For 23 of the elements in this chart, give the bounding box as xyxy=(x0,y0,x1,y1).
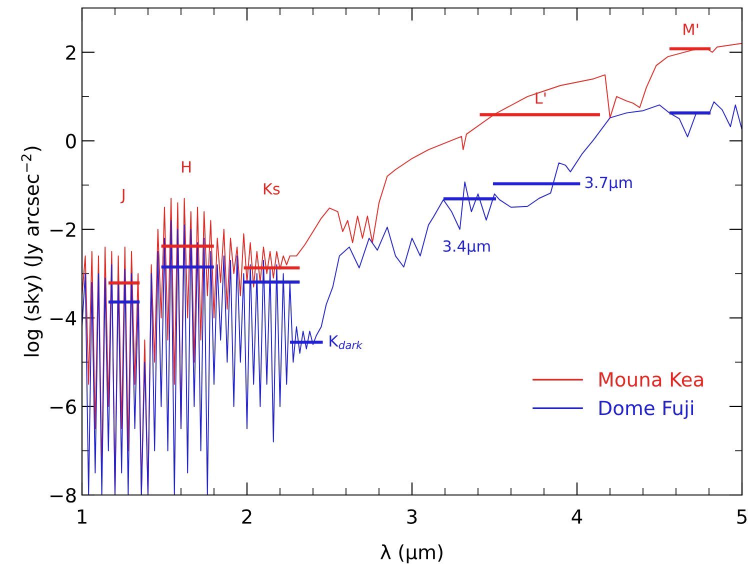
x-tick-label: 1 xyxy=(78,509,86,524)
legend-label: Dome Fuji xyxy=(600,400,693,420)
annotation: L' xyxy=(536,92,546,104)
y-tick-label: −2 xyxy=(50,222,76,237)
annotation: 3.4µm xyxy=(443,240,490,255)
y-tick-label: 2 xyxy=(66,45,76,60)
y-tick-label: −6 xyxy=(50,399,76,414)
annotation: M' xyxy=(684,24,698,35)
x-tick-label: 4 xyxy=(572,509,582,524)
x-tick-label: 5 xyxy=(737,509,746,524)
annotation: Ks xyxy=(264,183,280,195)
annotation: 3.7µm xyxy=(585,176,632,192)
y-axis-title: log (sky) (Jy arcsec$^{−2}$) xyxy=(21,146,43,356)
annotation: J xyxy=(120,189,124,204)
y-tick-label: 0 xyxy=(66,134,76,148)
x-axis-title: λ (µm) xyxy=(380,544,442,564)
annotation: H xyxy=(182,161,191,172)
annotation: K$_{dark}$ xyxy=(330,335,363,350)
y-tick-label: −8 xyxy=(50,488,76,503)
x-tick-label: 3 xyxy=(407,509,417,524)
y-tick-label: −4 xyxy=(50,311,76,326)
x-tick-label: 2 xyxy=(242,509,252,524)
legend-label: Mouna Kea xyxy=(600,372,703,387)
